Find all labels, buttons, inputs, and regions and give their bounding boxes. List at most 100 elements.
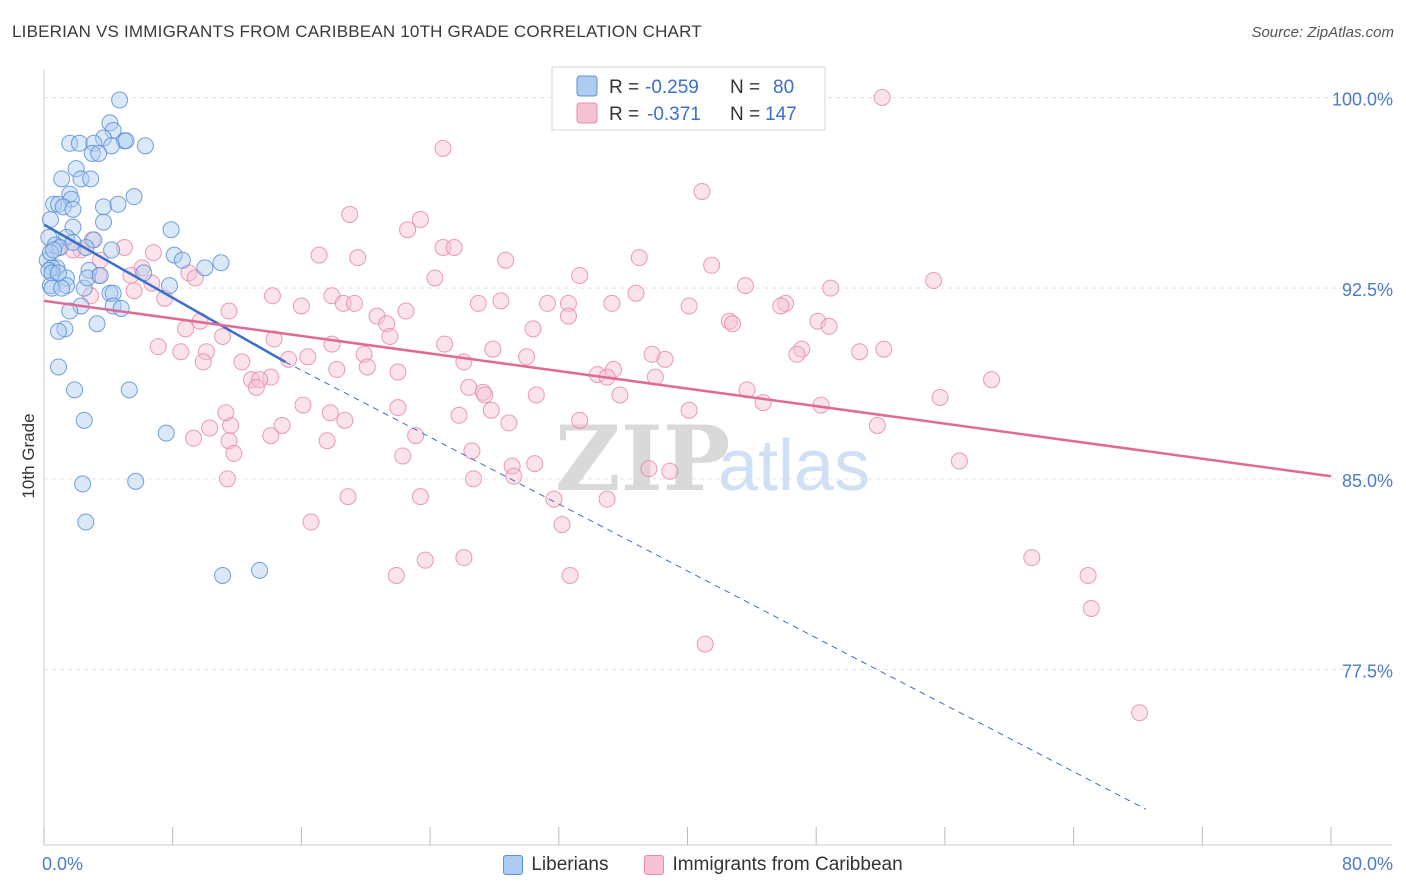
legend-swatch-liberians: [576, 75, 598, 97]
liberian-point: [136, 137, 154, 155]
caribbean-point: [851, 343, 869, 361]
caribbean-point: [222, 416, 240, 434]
caribbean-point: [125, 282, 143, 300]
caribbean-point: [640, 460, 658, 478]
caribbean-point: [983, 371, 1001, 389]
y-axis-label: 10th Grade: [19, 413, 38, 498]
caribbean-point: [469, 294, 487, 312]
caribbean-point: [571, 266, 589, 284]
caribbean-point: [777, 294, 795, 312]
caribbean-point: [524, 320, 542, 338]
caribbean-point: [378, 315, 396, 333]
caribbean-point: [225, 444, 243, 462]
caribbean-point: [693, 183, 711, 201]
series-legend: Liberians Immigrants from Caribbean: [0, 852, 1406, 878]
liberian-point: [41, 277, 59, 295]
caribbean-point: [559, 294, 577, 312]
liberian-point: [49, 322, 67, 340]
liberian-point: [40, 261, 58, 279]
caribbean-point: [561, 566, 579, 584]
caribbean-point: [788, 345, 806, 363]
liberian-point: [91, 266, 109, 284]
caribbean-point: [1082, 599, 1100, 617]
caribbean-point: [197, 343, 215, 361]
liberian-point: [75, 411, 93, 429]
caribbean-point: [144, 244, 162, 262]
caribbean-point: [194, 353, 212, 371]
caribbean-point: [273, 416, 291, 434]
liberian-point: [95, 198, 113, 216]
caribbean-point: [407, 427, 425, 445]
liberian-point: [49, 264, 67, 282]
watermark: ZIP atlas: [555, 406, 870, 512]
legend-swatch-liberians: [503, 855, 524, 875]
liberian-point: [173, 251, 191, 269]
liberian-point: [103, 241, 121, 259]
caribbean-point: [492, 292, 510, 310]
liberian-point: [53, 170, 71, 188]
caribbean-point: [218, 470, 236, 488]
caribbean-point: [294, 396, 312, 414]
y-tick-label: 85.0%: [1342, 471, 1393, 491]
caribbean-point: [355, 345, 373, 363]
legend-label-liberians: Liberians: [531, 854, 609, 875]
caribbean-point: [445, 238, 463, 256]
liberian-point: [70, 134, 88, 152]
caribbean-point: [247, 378, 265, 396]
caribbean-point: [149, 338, 167, 356]
y-tick-label: 77.5%: [1342, 662, 1393, 682]
caribbean-point: [217, 404, 235, 422]
caribbean-point: [328, 361, 346, 379]
liberian-point: [64, 218, 82, 236]
caribbean-point: [455, 549, 473, 567]
caribbean-point: [598, 490, 616, 508]
caribbean-point: [627, 284, 645, 302]
legend-n-label: N =: [730, 77, 760, 98]
caribbean-point: [931, 388, 949, 406]
caribbean-point: [349, 249, 367, 267]
caribbean-point: [720, 312, 738, 330]
caribbean-point: [680, 297, 698, 315]
caribbean-point: [358, 358, 376, 376]
caribbean-point: [476, 386, 494, 404]
caribbean-point: [426, 269, 444, 287]
watermark-atlas: atlas: [718, 426, 870, 506]
caribbean-point: [321, 404, 339, 422]
caribbean-point: [474, 383, 492, 401]
caribbean-point: [497, 251, 515, 269]
liberian-point: [103, 137, 121, 155]
watermark-zip: ZIP: [555, 406, 730, 512]
liberians-points: [38, 91, 269, 584]
caribbean-point: [484, 340, 502, 358]
caribbean-point: [868, 416, 886, 434]
caribbean-point: [822, 279, 840, 297]
caribbean-point: [387, 566, 405, 584]
liberian-point: [157, 424, 175, 442]
caribbean-point: [1131, 704, 1149, 722]
caribbean-point: [465, 470, 483, 488]
liberian-point: [104, 284, 122, 302]
caribbean-point: [630, 249, 648, 267]
caribbean-point: [559, 307, 577, 325]
caribbean-point: [233, 353, 251, 371]
liberian-point: [53, 279, 71, 297]
caribbean-point: [172, 343, 190, 361]
trend-lines: [43, 223, 1332, 810]
caribbean-point: [661, 462, 679, 480]
liberian-point: [83, 144, 101, 162]
liberian-point: [41, 244, 59, 262]
caribbean-point: [115, 238, 133, 256]
liberian-point: [74, 475, 92, 493]
caribbean-point: [177, 320, 195, 338]
caribbean-point: [214, 327, 232, 345]
liberian-point: [162, 221, 180, 239]
caribbean-point: [680, 401, 698, 419]
y-tick-labels: 77.5% 85.0% 92.5% 100.0%: [1332, 90, 1393, 682]
caribbean-point: [1079, 566, 1097, 584]
legend-n-label: N =: [730, 104, 760, 125]
legend-r-label: R =: [609, 104, 639, 125]
legend-item-caribbean: Immigrants from Caribbean: [644, 854, 903, 876]
caribbean-point: [318, 432, 336, 450]
caribbean-point: [875, 340, 893, 358]
